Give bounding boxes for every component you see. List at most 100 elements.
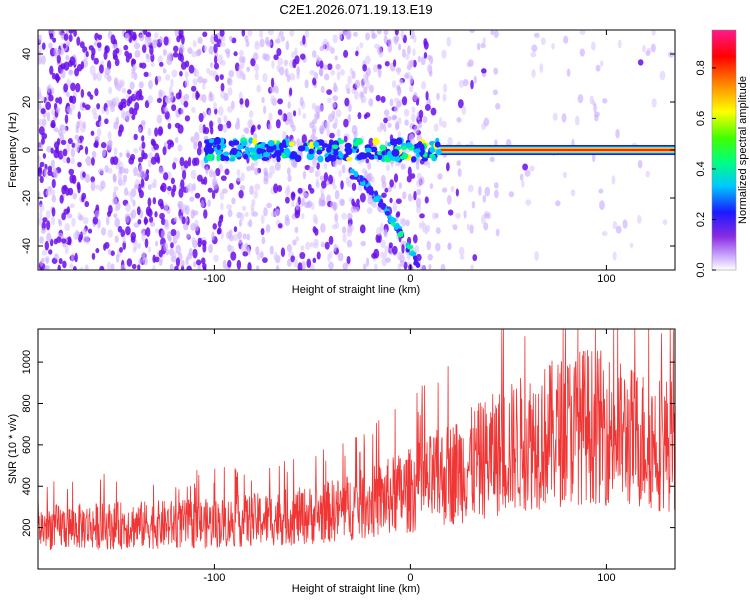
spectrogram-cell	[525, 199, 532, 206]
spectrogram-cell	[320, 193, 325, 203]
spectrogram-cell	[359, 42, 364, 49]
spectrogram-cell	[130, 209, 137, 219]
spectrogram-cell	[41, 257, 45, 263]
spectrogram-cell	[314, 72, 319, 80]
spectrogram-cell	[393, 105, 399, 113]
spectrogram-cell	[422, 116, 428, 124]
spectrogram-cell	[70, 82, 76, 92]
spectrogram-cell	[254, 71, 259, 81]
spectrogram-cell	[224, 168, 230, 176]
spectrogram-cell	[438, 116, 443, 127]
spectrogram-cell	[419, 213, 425, 219]
spectrogram-cell	[46, 85, 51, 93]
spectrogram-cell	[400, 30, 405, 40]
echo-blob	[228, 140, 234, 147]
spectrogram-cell	[645, 170, 651, 178]
spectrogram-cell	[51, 178, 56, 189]
spectrogram-cell	[300, 245, 305, 251]
spectrogram-cell	[342, 262, 349, 270]
spectrogram-cell	[346, 30, 352, 40]
spectrogram-cell	[77, 234, 83, 243]
spectrogram-cell	[87, 91, 92, 97]
spectrogram-cell	[406, 175, 412, 183]
spectrogram-cell	[122, 174, 128, 183]
spectrogram-cell	[100, 142, 107, 149]
spectrogram-cell	[114, 205, 119, 212]
spectrogram-cell	[332, 184, 337, 190]
spectrogram-cell	[147, 184, 152, 191]
spectrogram-cell	[391, 80, 397, 89]
spectrogram-cell	[295, 236, 300, 242]
spectrogram-cell	[579, 48, 585, 57]
spectrogram-cell	[228, 70, 235, 78]
spectrogram-cell	[238, 238, 243, 244]
spectrogram-cell	[217, 123, 224, 132]
spectrogram-cell	[270, 95, 275, 105]
spectrogram-cell	[304, 30, 310, 38]
echo-blob	[256, 147, 262, 155]
spectrogram-cell	[45, 189, 52, 197]
spectrogram-cell	[68, 69, 73, 75]
spectrogram-cell	[41, 42, 46, 51]
spectrogram-cell	[371, 202, 378, 208]
spectrogram-cell	[612, 251, 617, 261]
spectrogram-cell	[383, 117, 388, 124]
spectrogram-cell	[249, 185, 254, 195]
spectrogram-cell	[80, 88, 85, 98]
echo-blob	[297, 145, 306, 152]
spectrogram-cell	[179, 156, 185, 167]
spectrogram-cell	[80, 61, 85, 70]
echo-blob	[372, 137, 380, 146]
spectrogram-cell	[106, 215, 110, 226]
spectrogram-cell	[113, 147, 118, 156]
spectrogram-cell	[46, 145, 52, 153]
spectrogram-cell	[323, 162, 328, 170]
spectrogram-cell	[398, 182, 403, 190]
spectrogram-cell	[561, 113, 567, 123]
spectrogram-cell	[397, 43, 402, 51]
spectrogram-cell	[401, 244, 405, 254]
spectrogram-cell	[387, 38, 392, 46]
spectrogram-cell	[302, 113, 307, 119]
spectrogram-cell	[467, 59, 474, 67]
spectrogram-cell	[315, 181, 320, 189]
spectrogram-cell	[203, 209, 208, 219]
spectrogram-cell	[58, 221, 62, 227]
spectrogram-cell	[207, 187, 213, 193]
spectrogram-cell	[409, 59, 415, 68]
spectrogram-cell	[90, 52, 95, 61]
colorbar-label: Normalized spectral amplitude	[737, 76, 749, 224]
spectrogram-cell	[336, 70, 341, 81]
echo-blob	[364, 152, 372, 158]
spectrogram-cell	[362, 263, 367, 270]
spectrogram-cell	[173, 216, 178, 223]
spectrogram-cell	[277, 98, 283, 105]
spectrogram-cell	[376, 126, 383, 133]
spectrogram-cell	[159, 61, 164, 67]
spectrogram-cell	[312, 242, 319, 249]
branch-blob	[410, 251, 417, 257]
spectrogram-cell	[110, 34, 116, 45]
spectrogram-cell	[113, 185, 119, 192]
spectrogram-cell	[345, 176, 350, 186]
spectrogram-cell	[395, 198, 402, 205]
spectrogram-cell	[409, 85, 414, 93]
spectrogram-cell	[171, 188, 175, 198]
spectrogram-cell	[208, 244, 213, 254]
spectrogram-cell	[356, 198, 360, 205]
spectrogram-cell	[166, 53, 171, 61]
spectrogram-cell	[220, 214, 224, 220]
spectrogram-cell	[131, 114, 136, 121]
spectrogram-cell	[90, 157, 95, 166]
spectrogram-cell	[482, 194, 487, 203]
spectrogram-cell	[524, 169, 531, 177]
spectrogram-cell	[46, 111, 51, 122]
spectrogram-cell	[391, 115, 397, 121]
spectrogram-cell	[294, 210, 301, 219]
spectrogram-cell	[174, 122, 181, 129]
spectrogram-cell	[612, 221, 618, 230]
spectrogram-cell	[434, 242, 441, 252]
spectrogram-cell	[213, 34, 219, 43]
y-tick-label: -20	[21, 190, 33, 206]
spectrogram-cell	[188, 64, 195, 74]
